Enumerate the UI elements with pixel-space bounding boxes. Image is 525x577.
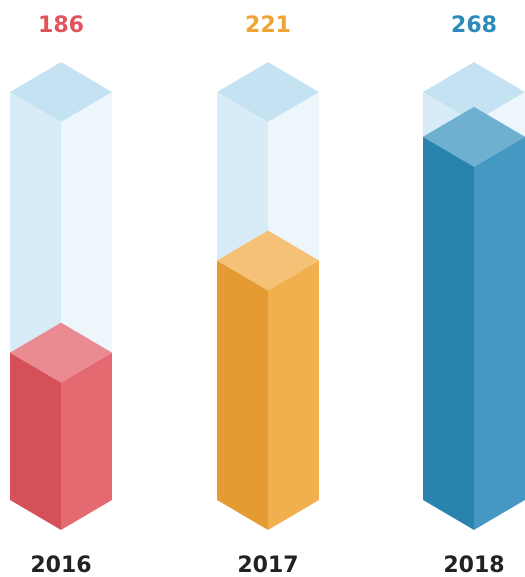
- bar-top: [423, 106, 525, 167]
- glass-top: [10, 62, 112, 122]
- glass-top: [217, 62, 319, 122]
- x-tick-label: 2016: [30, 553, 91, 577]
- bar-top: [10, 322, 112, 383]
- bar-right: [268, 260, 319, 530]
- x-tick-label: 2017: [237, 553, 298, 577]
- bar-left: [217, 260, 268, 530]
- bar-left: [10, 352, 61, 530]
- bar-left: [423, 136, 474, 530]
- bar-right: [474, 136, 525, 530]
- value-label: 221: [245, 13, 291, 38]
- x-tick-label: 2018: [443, 553, 504, 577]
- glass-top: [423, 62, 525, 122]
- bar-top: [217, 230, 319, 291]
- value-label: 268: [451, 13, 497, 38]
- bar-right: [61, 352, 112, 530]
- value-label: 186: [38, 13, 84, 38]
